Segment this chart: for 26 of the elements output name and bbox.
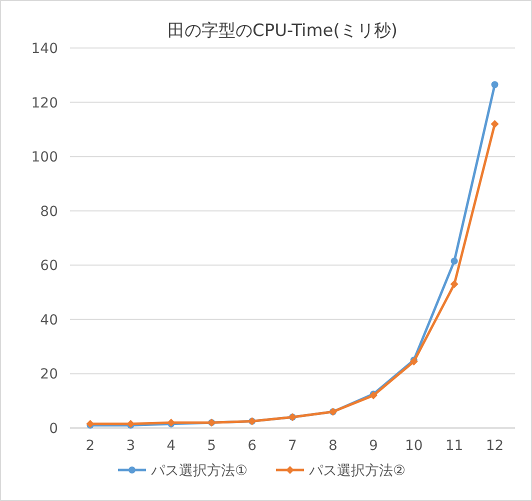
- x-tick-label: 4: [166, 438, 176, 454]
- x-tick-label: 9: [368, 438, 378, 454]
- x-tick-label: 6: [248, 438, 257, 454]
- chart-title: 田の字型のCPU-Time(ミリ秒): [167, 21, 398, 41]
- x-tick-label: 8: [328, 438, 338, 454]
- x-tick-label: 11: [445, 438, 464, 454]
- point: [450, 280, 458, 288]
- y-tick-label: 80: [40, 204, 58, 220]
- x-tick-label: 10: [404, 438, 423, 454]
- x-tick-label: 2: [86, 438, 95, 454]
- y-tick-label: 60: [40, 258, 58, 274]
- x-tick-label: 3: [126, 438, 136, 454]
- legend-label: パス選択方法②: [308, 463, 406, 479]
- y-tick-label: 120: [31, 95, 58, 112]
- point: [490, 120, 499, 128]
- legend-label: パス選択方法①: [150, 463, 248, 479]
- y-tick-label: 20: [40, 366, 58, 383]
- x-tick-label: 5: [207, 438, 216, 454]
- y-tick-label: 0: [49, 421, 58, 437]
- x-tick-label: 7: [288, 438, 297, 454]
- y-tick-label: 140: [31, 41, 58, 57]
- point: [450, 258, 458, 265]
- x-tick-label: 12: [486, 438, 504, 454]
- point: [491, 81, 498, 88]
- y-tick-label: 100: [31, 150, 58, 166]
- y-tick-label: 40: [40, 312, 58, 328]
